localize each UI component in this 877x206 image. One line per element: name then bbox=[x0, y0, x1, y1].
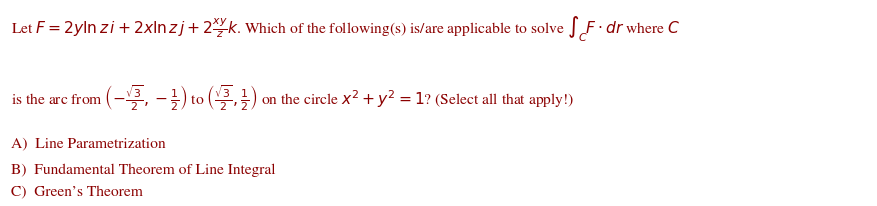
Text: C)  Green’s Theorem: C) Green’s Theorem bbox=[11, 185, 142, 199]
Text: Let $F = 2y\ln z\,i + 2x\ln z\,j + 2\frac{xy}{z}k$. Which of the following(s) is: Let $F = 2y\ln z\,i + 2x\ln z\,j + 2\fra… bbox=[11, 14, 680, 44]
Text: is the arc from $\left(-\frac{\sqrt{3}}{2},-\frac{1}{2}\right)$ to $\left(\frac{: is the arc from $\left(-\frac{\sqrt{3}}{… bbox=[11, 82, 574, 112]
Text: A)  Line Parametrization: A) Line Parametrization bbox=[11, 136, 165, 149]
Text: B)  Fundamental Theorem of Line Integral: B) Fundamental Theorem of Line Integral bbox=[11, 163, 275, 176]
